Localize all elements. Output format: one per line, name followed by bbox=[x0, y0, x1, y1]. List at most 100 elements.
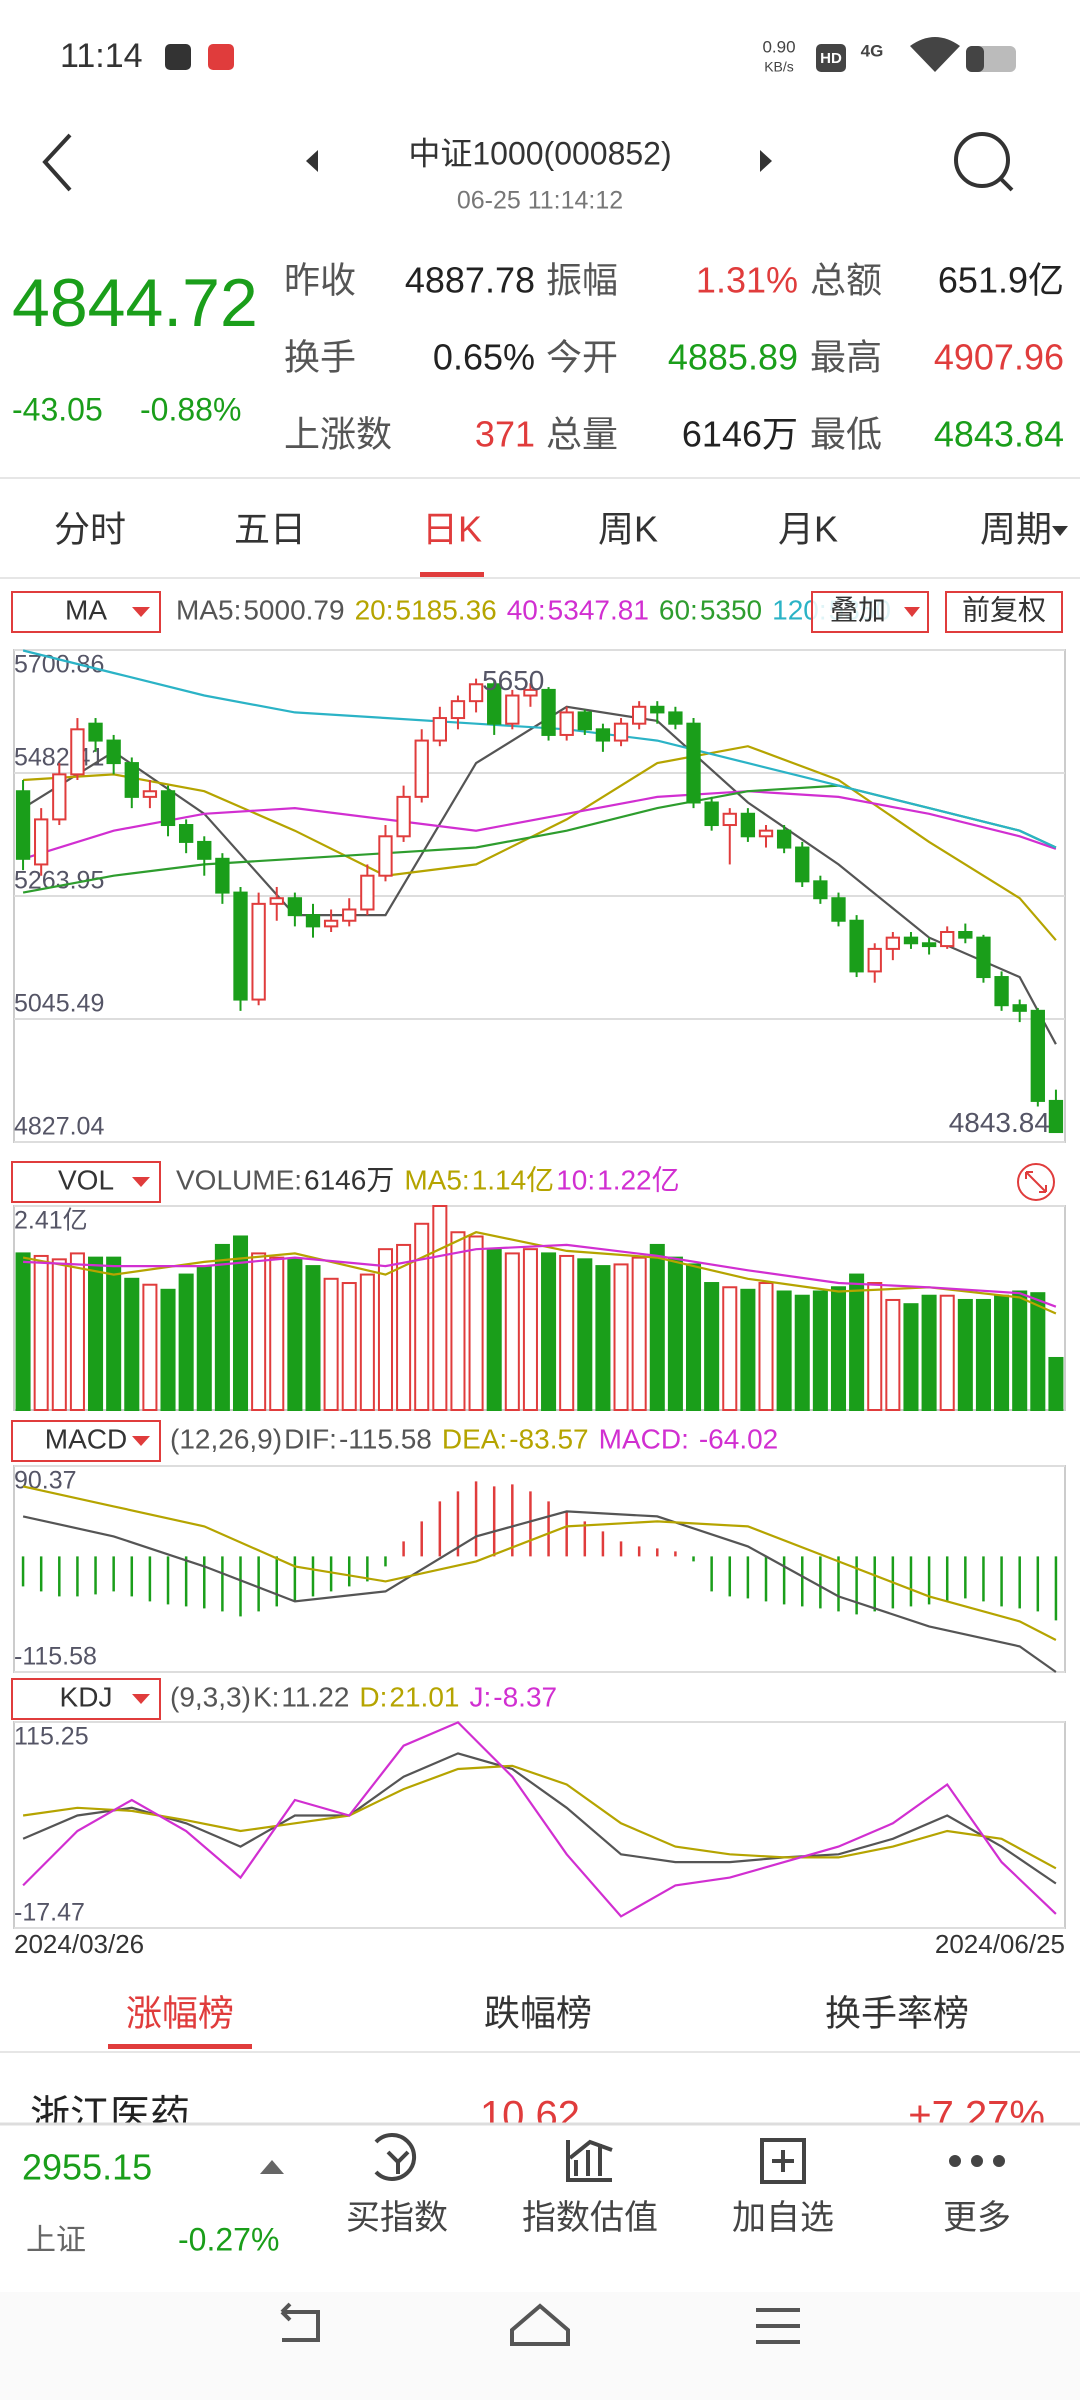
action-icon[interactable] bbox=[949, 2155, 1006, 2167]
action-label[interactable]: 买指数 bbox=[346, 2199, 448, 2237]
volume-bar bbox=[812, 1290, 828, 1411]
indicator-line bbox=[23, 1243, 1057, 1308]
network-label: 4G bbox=[861, 41, 884, 60]
period-tabs: 分时 五日 日K 周K 月K 周期 bbox=[54, 509, 1068, 577]
y-tick-label: 2.41亿 bbox=[14, 1207, 88, 1235]
legend-text: D: bbox=[359, 1681, 387, 1712]
candle-body bbox=[795, 846, 810, 883]
period-tab[interactable]: 日K bbox=[422, 509, 482, 550]
volume-bar bbox=[903, 1303, 919, 1412]
ranking-tab[interactable]: 涨幅榜 bbox=[126, 1993, 234, 2034]
candle-body bbox=[577, 711, 592, 731]
volume-bar bbox=[794, 1294, 810, 1412]
period-tab[interactable]: 周K bbox=[598, 509, 658, 550]
expand-button[interactable] bbox=[1017, 1163, 1055, 1201]
period-tab[interactable]: 月K bbox=[778, 509, 838, 550]
nav-home[interactable] bbox=[510, 2303, 570, 2346]
action-label[interactable]: 更多 bbox=[943, 2199, 1011, 2237]
action-label[interactable]: 指数估值 bbox=[522, 2199, 658, 2237]
candle-body bbox=[813, 880, 828, 900]
index-value[interactable]: 2955.15 bbox=[22, 2147, 152, 2188]
volume-bar bbox=[849, 1273, 865, 1412]
candle-body bbox=[867, 947, 882, 973]
expand-arrow[interactable] bbox=[260, 2160, 284, 2174]
actions: 买指数 指数估值 加自选 更多 bbox=[346, 2133, 1011, 2237]
period-tab[interactable]: 分时 bbox=[54, 509, 126, 550]
indicator-name: VOL bbox=[58, 1164, 114, 1195]
legend-text: 6146万 bbox=[304, 1164, 394, 1195]
legend-text: J: bbox=[469, 1681, 491, 1712]
legend-text: MA5: bbox=[176, 594, 241, 625]
legend-text: MA5: bbox=[404, 1164, 469, 1195]
indicator-selector[interactable] bbox=[11, 1161, 161, 1203]
indicator-selector[interactable] bbox=[11, 1420, 161, 1462]
indicator-line bbox=[22, 1510, 1057, 1673]
indicator-selector[interactable] bbox=[11, 1678, 161, 1720]
volume-bar bbox=[178, 1273, 194, 1412]
nav-menu[interactable] bbox=[756, 2308, 800, 2344]
candle-body bbox=[215, 857, 230, 894]
volume-bar bbox=[885, 1298, 901, 1411]
candle-body bbox=[776, 829, 792, 849]
volume-bar bbox=[51, 1258, 67, 1411]
volume-bar bbox=[287, 1258, 303, 1411]
volume-bar bbox=[722, 1286, 738, 1411]
nav-back[interactable] bbox=[280, 2302, 320, 2342]
candle-body bbox=[994, 976, 1009, 1007]
stat-label: 振幅 bbox=[546, 260, 618, 301]
action-label[interactable]: 加自选 bbox=[732, 2199, 834, 2237]
legend-text: 60: bbox=[659, 594, 698, 625]
hd-icon bbox=[816, 44, 846, 72]
volume-bar bbox=[613, 1263, 629, 1411]
action-icon[interactable] bbox=[566, 2139, 613, 2182]
legend-text: DEA: bbox=[442, 1423, 507, 1454]
y-tick-label: 5045.49 bbox=[14, 990, 104, 1018]
volume-bar bbox=[450, 1231, 466, 1412]
candle-body bbox=[468, 683, 484, 703]
volume-bar bbox=[232, 1235, 249, 1411]
volume-bar bbox=[776, 1290, 792, 1411]
volume-bar bbox=[649, 1243, 665, 1411]
indicator-selector[interactable] bbox=[11, 591, 161, 633]
candle-body bbox=[541, 688, 556, 736]
candle-body bbox=[903, 936, 919, 945]
candle-body bbox=[323, 919, 339, 928]
ranking-tab[interactable]: 跌幅榜 bbox=[484, 1993, 592, 2034]
period-tab[interactable]: 周期 bbox=[980, 509, 1052, 550]
legend-text: 1.22亿 bbox=[597, 1164, 680, 1195]
prev-button[interactable] bbox=[306, 150, 318, 172]
volume-bar bbox=[830, 1286, 847, 1411]
candle-body bbox=[849, 919, 864, 973]
stat-label: 今开 bbox=[546, 337, 618, 378]
candle-body bbox=[52, 773, 67, 821]
volume-bar bbox=[758, 1282, 774, 1412]
volume-bar bbox=[341, 1282, 357, 1412]
candle-body bbox=[269, 897, 284, 905]
search-button[interactable] bbox=[954, 132, 1010, 188]
stat-value: 1.31% bbox=[696, 260, 798, 301]
hd-label: HD bbox=[820, 50, 842, 67]
next-button[interactable] bbox=[760, 150, 772, 172]
action-icon[interactable] bbox=[374, 2133, 417, 2181]
adjust-button[interactable] bbox=[945, 591, 1063, 633]
volume-bar bbox=[1030, 1292, 1046, 1412]
header-time: 06-25 11:14:12 bbox=[457, 187, 623, 215]
candle-body bbox=[686, 722, 701, 804]
back-button[interactable] bbox=[42, 133, 72, 192]
period-tab[interactable]: 五日 bbox=[234, 509, 306, 550]
indicator-name: KDJ bbox=[60, 1681, 113, 1712]
volume-bar bbox=[1012, 1290, 1028, 1411]
volume-bar bbox=[214, 1243, 230, 1411]
candle-body bbox=[342, 908, 357, 922]
ranking-tab[interactable]: 换手率榜 bbox=[825, 1993, 969, 2034]
candle-body bbox=[414, 739, 429, 798]
volume-bar bbox=[686, 1263, 702, 1411]
stat-value: 0.65% bbox=[433, 337, 535, 378]
action-icon[interactable] bbox=[760, 2138, 806, 2184]
dropdown-arrow bbox=[132, 1177, 150, 1187]
legend-text: MACD: bbox=[599, 1423, 689, 1454]
